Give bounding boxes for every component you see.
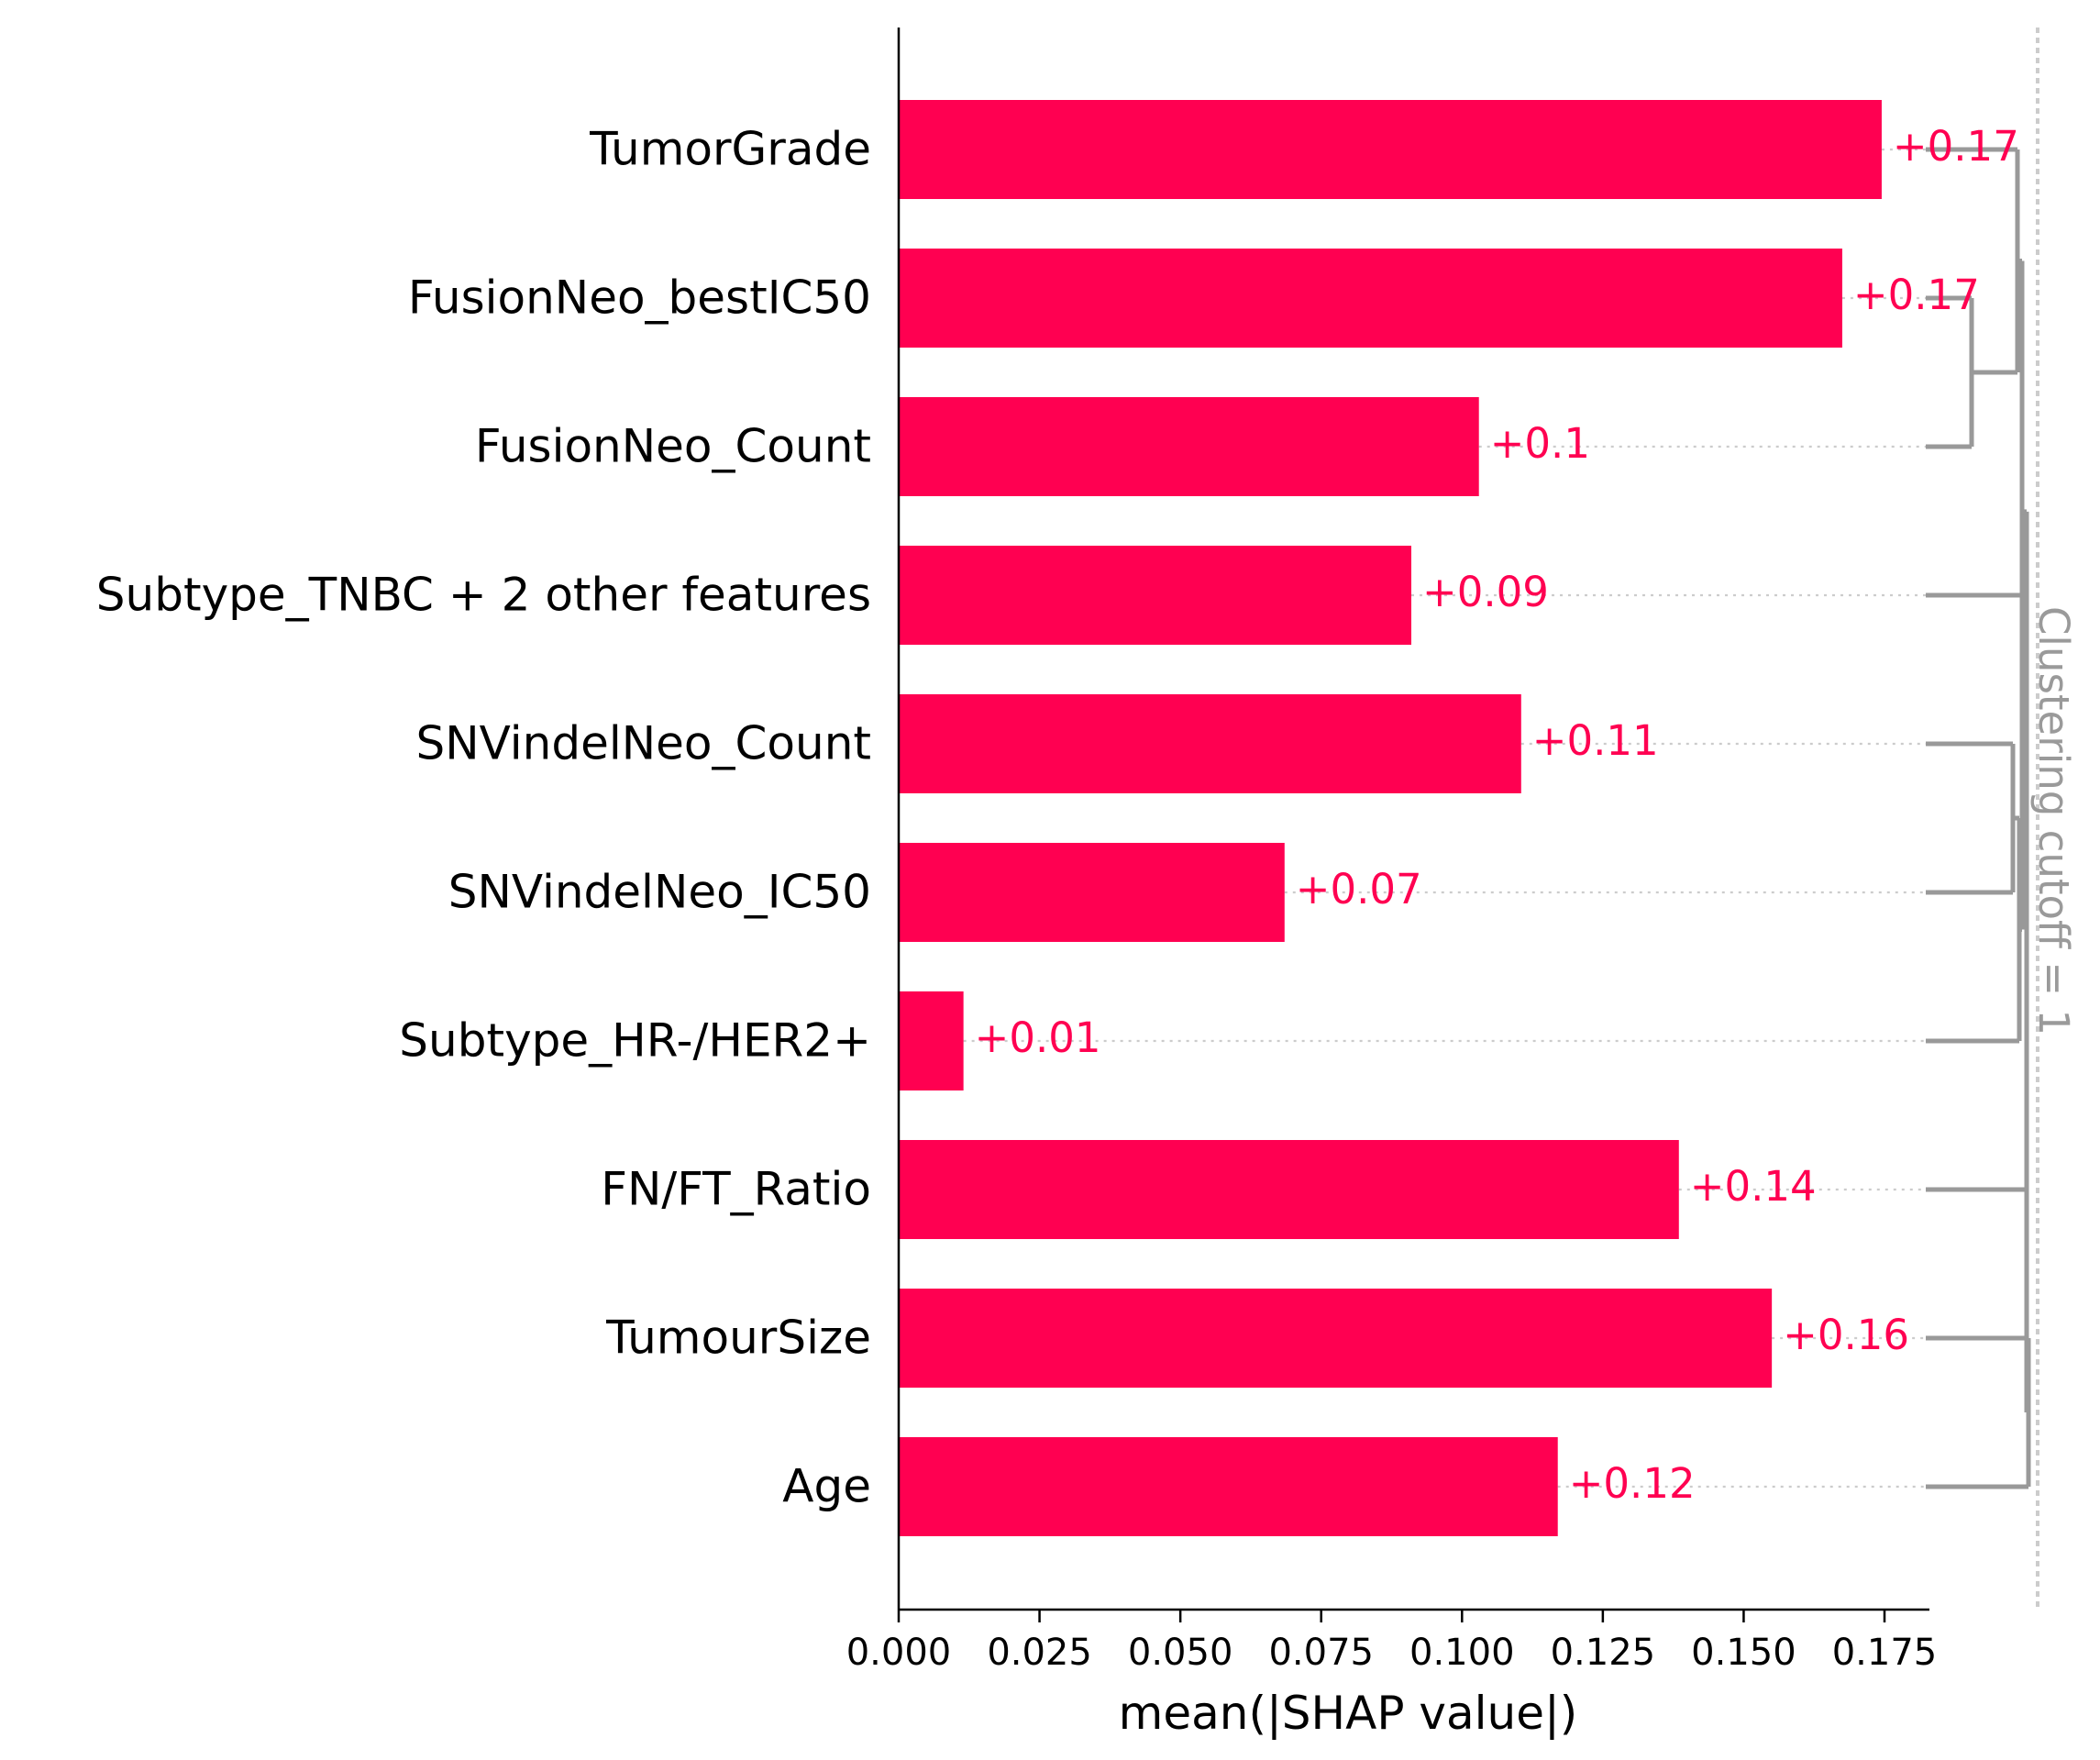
value-label: +0.17 <box>1893 122 2019 171</box>
bar <box>899 546 1411 645</box>
x-tick-label: 0.175 <box>1832 1632 1938 1674</box>
dotted-guides <box>963 148 1926 1489</box>
x-tick-label: 0.050 <box>1128 1632 1233 1674</box>
feature-label: TumourSize <box>605 1312 871 1365</box>
value-label: +0.16 <box>1783 1311 1909 1359</box>
x-tick-label: 0.025 <box>987 1632 1092 1674</box>
bar <box>899 1437 1558 1536</box>
bars <box>899 100 1882 1536</box>
feature-label: Subtype_TNBC + 2 other features <box>96 569 871 622</box>
bar <box>899 991 964 1090</box>
feature-labels: TumorGrade FusionNeo_bestIC50 FusionNeo_Co… <box>96 123 871 1513</box>
value-label: +0.07 <box>1296 865 1422 913</box>
bar <box>899 1289 1773 1388</box>
feature-label: Age <box>782 1460 871 1513</box>
bar <box>899 694 1521 793</box>
x-axis-title: mean(|SHAP value|) <box>1119 1687 1578 1740</box>
value-label: +0.09 <box>1422 568 1549 616</box>
feature-label: SNVindelNeo_IC50 <box>448 866 871 919</box>
x-tick-label: 0.100 <box>1409 1632 1515 1674</box>
value-label: +0.01 <box>975 1013 1101 1062</box>
feature-label: FusionNeo_bestIC50 <box>408 271 871 325</box>
value-label: +0.11 <box>1532 716 1659 765</box>
bar <box>899 843 1285 942</box>
bar <box>899 397 1479 496</box>
bar <box>899 100 1882 199</box>
bar <box>899 1140 1679 1239</box>
x-tick-label: 0.000 <box>846 1632 952 1674</box>
feature-label: Subtype_HR-/HER2+ <box>399 1014 871 1068</box>
feature-label: SNVindelNeo_Count <box>416 717 871 770</box>
value-label: +0.1 <box>1490 419 1590 468</box>
x-tick-labels: 0.000 0.025 0.050 0.075 0.100 0.125 0.150 0.175 <box>846 1632 1938 1674</box>
value-label: +0.17 <box>1853 271 1980 319</box>
bar <box>899 249 1842 348</box>
axes <box>897 28 1929 1622</box>
value-label: +0.12 <box>1569 1459 1696 1508</box>
feature-label: FN/FT_Ratio <box>601 1163 871 1216</box>
clustering-dendrogram <box>1926 147 2031 1489</box>
value-labels: +0.17 +0.17 +0.1 +0.09 +0.11 +0.07 +0.01 +0.14 +… <box>975 122 2019 1508</box>
value-label: +0.14 <box>1690 1162 1817 1211</box>
clustering-cutoff-label: Clustering cutoff = 1 <box>2029 606 2078 1035</box>
x-tick-label: 0.075 <box>1268 1632 1374 1674</box>
x-tick-label: 0.150 <box>1691 1632 1796 1674</box>
x-tick-label: 0.125 <box>1551 1632 1656 1674</box>
feature-label: FusionNeo_Count <box>475 420 871 473</box>
feature-label: TumorGrade <box>589 123 871 176</box>
